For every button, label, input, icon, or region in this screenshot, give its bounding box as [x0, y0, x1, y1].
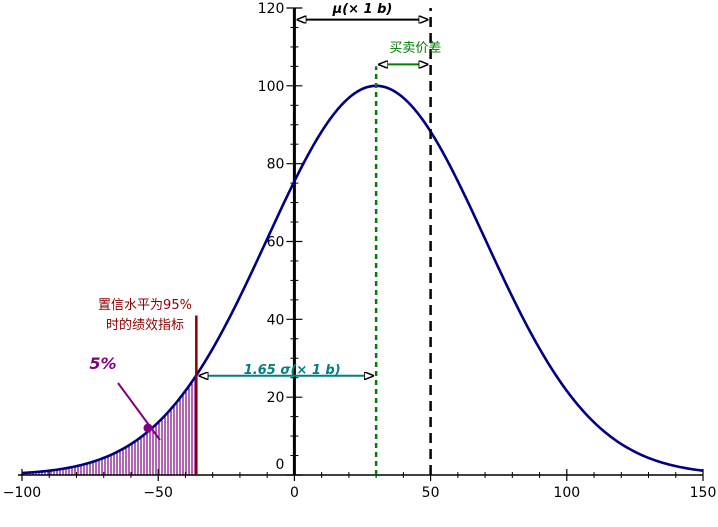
y-tick-label: 120 — [258, 1, 285, 17]
var-label-line2: 时的绩效指标 — [106, 317, 184, 333]
y-tick-label: 100 — [258, 79, 285, 95]
y-tick-label: 0 — [275, 457, 284, 473]
annotations: μ(× 1 b) 买卖价差 1.65 σ(× 1 b) 置信水平为95% 时的绩… — [89, 2, 441, 378]
x-tick-label: 0 — [290, 485, 299, 501]
tail-percent-label: 5% — [89, 354, 116, 373]
tail-pointer-dot — [143, 423, 153, 433]
y-tick-label: 80 — [267, 157, 285, 173]
x-tick-label: −100 — [3, 485, 41, 501]
x-tick-label: 150 — [690, 485, 717, 501]
marker-lines — [117, 8, 432, 475]
normal-curve-line — [21, 84, 704, 475]
y-tick-label: 40 — [267, 312, 285, 328]
shaded-tail-region — [23, 377, 196, 475]
axes: −100 −50 0 50 100 150 0 20 40 60 80 100 120 — [3, 1, 717, 501]
y-tick-label: 20 — [267, 390, 285, 406]
y-tick-label: 60 — [267, 235, 285, 251]
x-tick-label: 100 — [553, 485, 580, 501]
x-tick-label: 50 — [422, 485, 440, 501]
bid-ask-spread-label: 买卖价差 — [389, 41, 441, 56]
x-tick-label: −50 — [143, 485, 173, 501]
var-label-line1: 置信水平为95% — [98, 298, 192, 313]
mu-label: μ(× 1 b) — [332, 2, 393, 17]
distribution-curve — [21, 84, 704, 475]
tail-pointer-line — [117, 382, 161, 441]
sigma-label: 1.65 σ(× 1 b) — [244, 363, 341, 378]
